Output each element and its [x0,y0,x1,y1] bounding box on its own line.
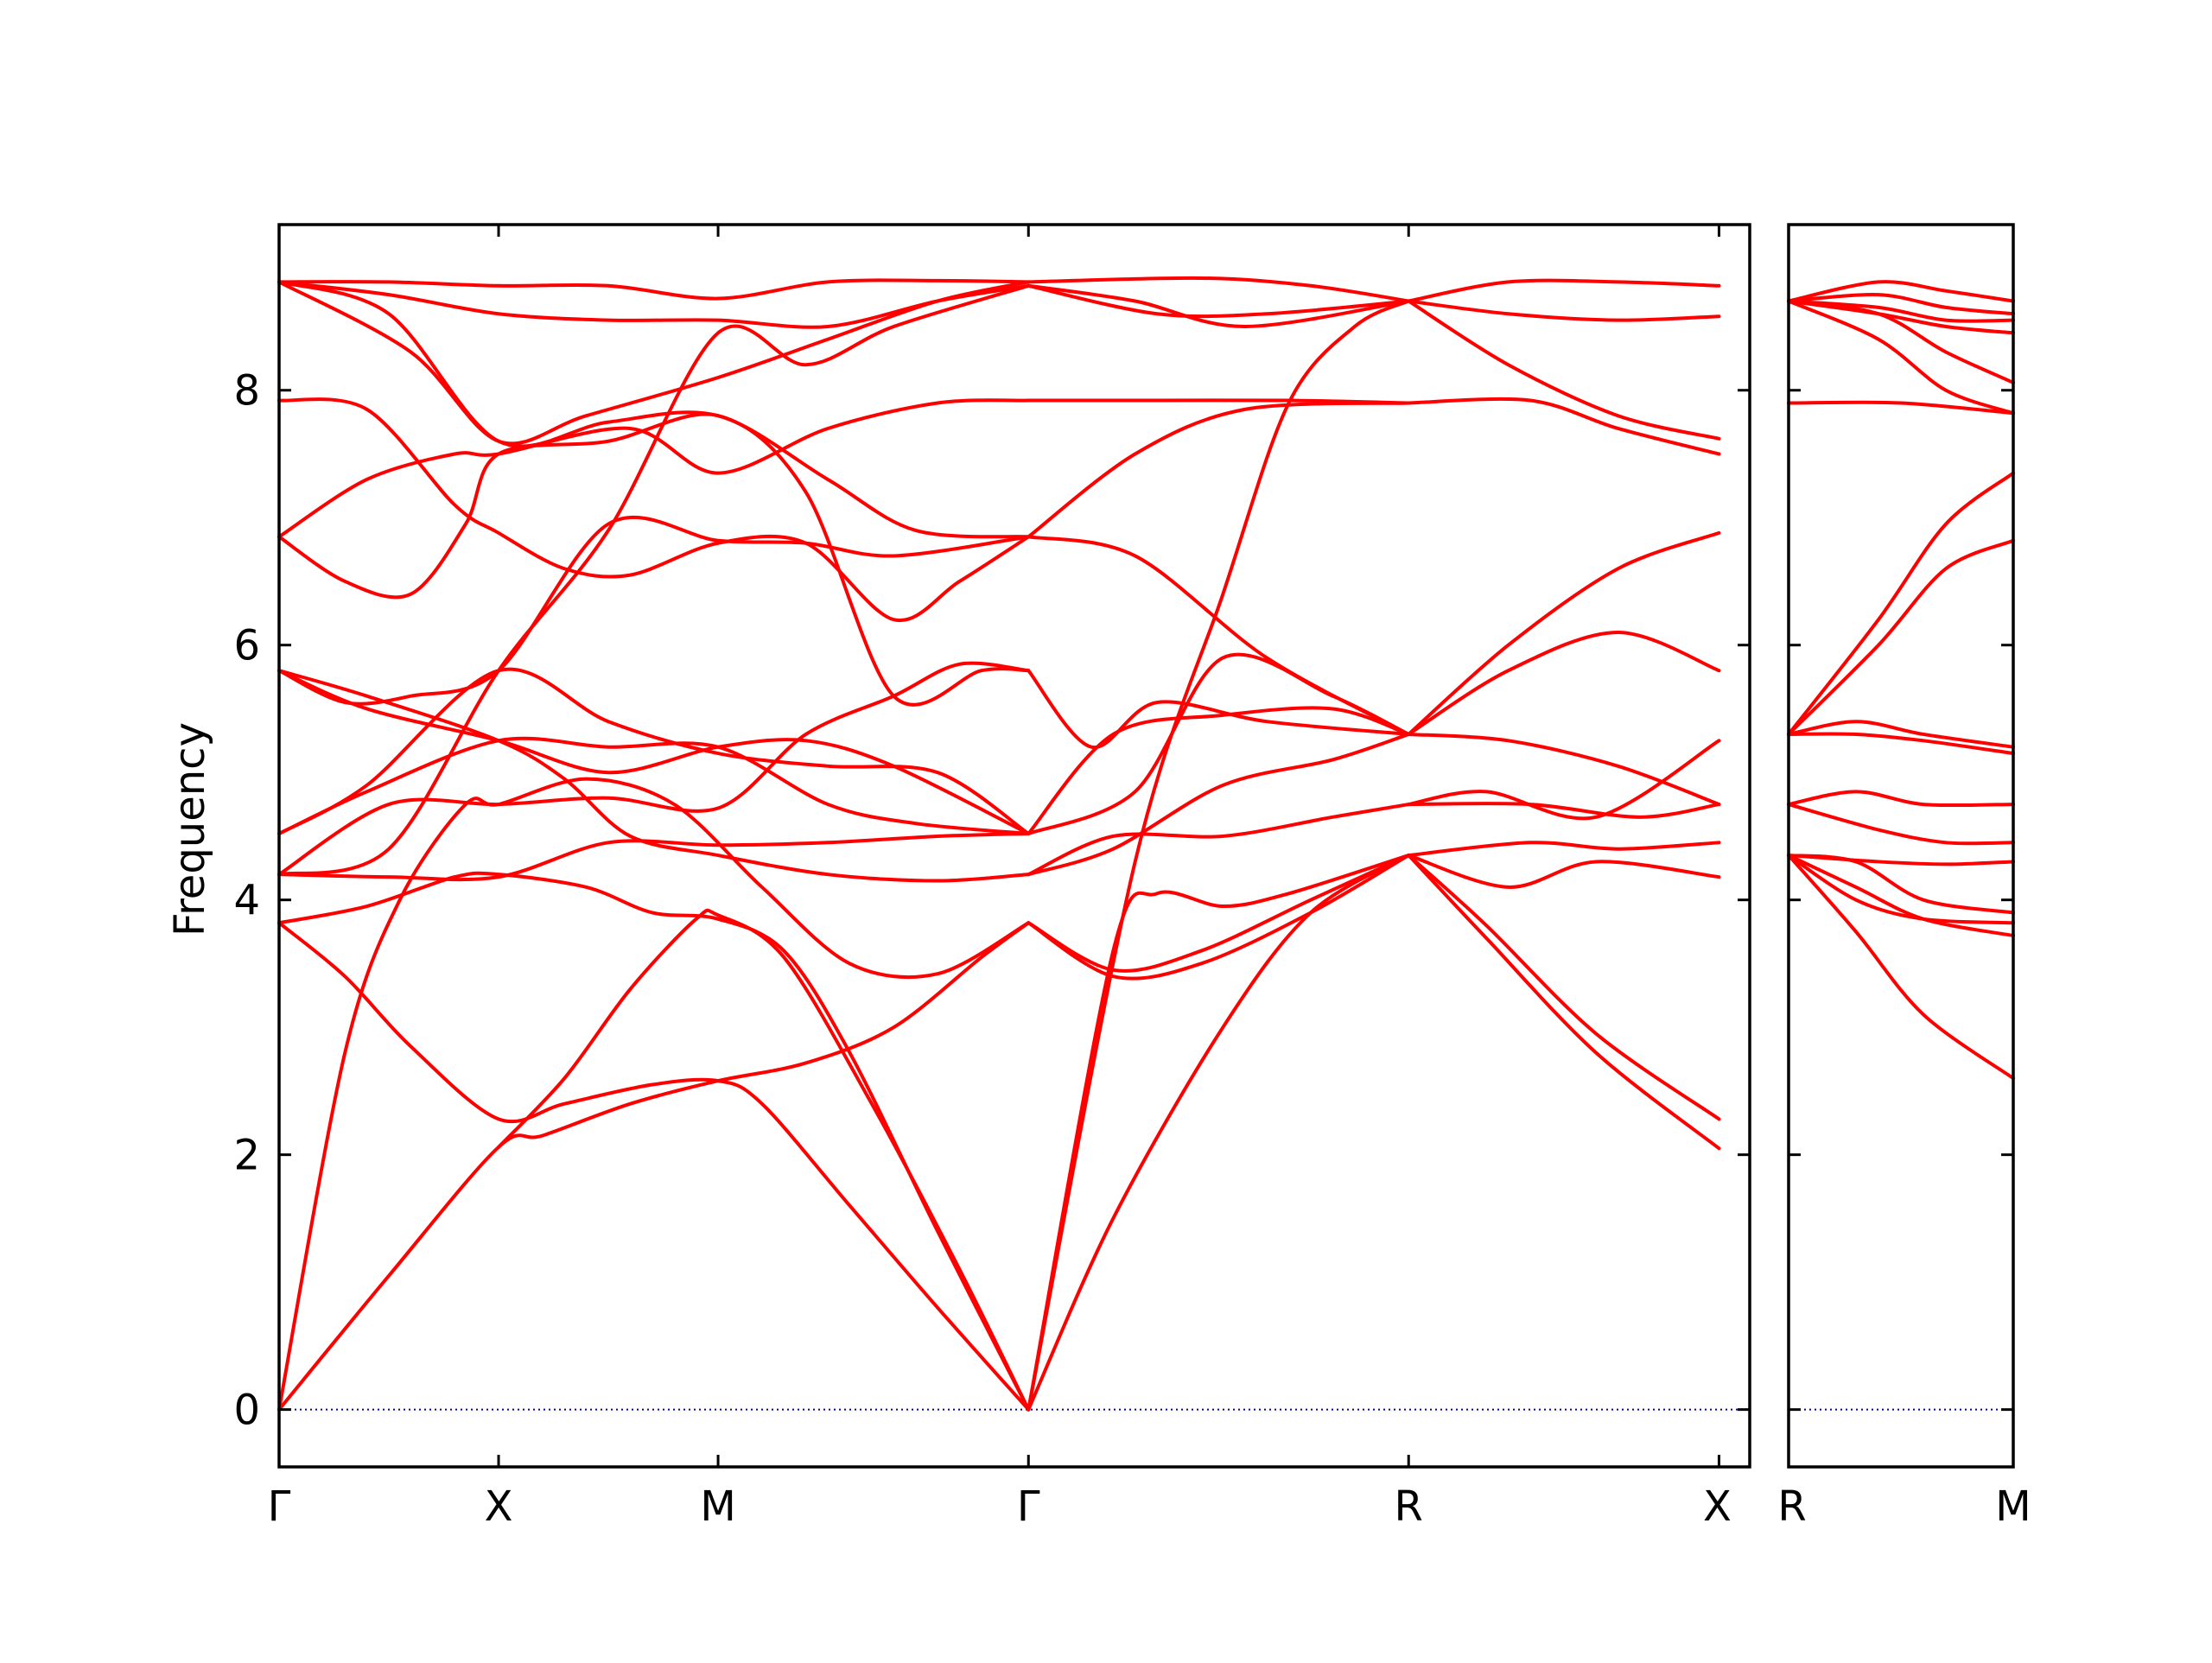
x-tick-label-M: M [1995,1482,2031,1531]
band-line-left-2 [277,777,1031,1412]
x-tick-label-X: X [1703,1482,1732,1531]
y-tick-label: 0 [233,1387,260,1435]
band-line-right-7 [1787,790,2015,808]
band-line-left-44 [1407,630,1721,736]
band-line-left-18 [277,278,1031,301]
band-line-right-13 [1787,299,2015,416]
x-tick-label-M: M [700,1482,735,1531]
band-line-left-8 [277,669,1031,883]
band-line-left-1 [277,921,1031,1412]
band-line-right-12 [1787,400,2015,416]
band-line-left-12 [277,412,1031,707]
x-tick-label-R: R [1777,1482,1806,1531]
left-panel: 0 2 4 6 8 Γ X M Γ R X [233,223,1751,1531]
band-line-left-46 [1407,397,1721,456]
band-line-left-16 [277,280,1031,539]
band-line-left-10 [277,669,1031,835]
band-line-left-19 [277,283,1031,877]
band-line-left-40 [1407,841,1721,858]
band-line-left-25 [1027,803,1411,877]
band-line-left-5 [497,908,1031,1412]
plot-frame-right [1787,223,2015,1469]
band-line-left-33 [1027,299,1411,1412]
band-line-left-36 [1027,276,1411,303]
band-line-right-6 [1787,803,2015,846]
band-line-right-17 [1787,292,2015,316]
band-line-left-22 [1027,854,1411,1412]
x-tick-label-Γ: Γ [1017,1482,1040,1531]
y-axis-label: Frequency [166,722,214,936]
band-line-left-15 [277,515,1031,706]
band-line-left-7 [277,667,1031,835]
band-line-right-9 [1787,720,2015,749]
band-line-right-1 [1787,854,2015,1081]
y-tick-label: 4 [233,877,260,925]
x-tick-label-X: X [485,1482,513,1531]
band-line-left-31 [1027,401,1411,539]
band-line-right-18 [1787,280,2015,303]
band-line-left-48 [1407,299,1721,322]
y-tick-label: 6 [233,622,260,670]
band-line-left-42 [1407,802,1721,819]
band-line-left-26 [1027,732,1411,877]
band-line-left-4 [277,871,1031,1412]
x-tick-label-Γ: Γ [268,1482,291,1531]
band-line-left-9 [277,661,1031,877]
band-line-left-47 [1407,299,1721,441]
band-line-right-8 [1787,732,2015,756]
band-line-left-43 [1407,732,1721,807]
band-line-left-30 [1027,535,1411,736]
y-tick-label: 2 [233,1132,260,1180]
x-tick-label-R: R [1395,1482,1423,1531]
band-line-left-45 [1407,530,1721,736]
band-line-right-11 [1787,471,2015,736]
band-line-right-2 [1787,854,2015,937]
band-line-left-39 [1407,854,1721,889]
band-line-left-14 [277,397,1031,623]
band-line-left-23 [1027,854,1411,981]
band-line-left-34 [1027,283,1411,328]
band-line-left-21 [1027,854,1411,1412]
band-line-left-24 [1027,854,1411,973]
band-line-left-29 [1027,706,1411,835]
band-line-left-20 [277,280,1031,446]
band-line-left-28 [1027,669,1411,749]
band-line-left-6 [277,831,1031,882]
band-line-right-10 [1787,538,2015,736]
band-line-left-38 [1407,854,1721,1121]
band-line-left-49 [1407,278,1721,303]
band-line-left-41 [1407,739,1721,821]
band-line-left-11 [277,736,1031,835]
band-line-left-35 [1027,283,1411,319]
band-line-left-32 [1027,398,1411,405]
band-line-left-37 [1407,854,1721,1151]
band-line-right-16 [1787,299,2015,323]
y-tick-label: 8 [233,367,260,416]
plot-frame-left [277,223,1751,1469]
band-line-left-13 [277,398,1031,539]
band-line-right-5 [1787,854,2015,866]
band-line-right-3 [1787,854,2015,925]
band-line-left-3 [277,921,1031,1412]
band-line-right-15 [1787,299,2015,335]
